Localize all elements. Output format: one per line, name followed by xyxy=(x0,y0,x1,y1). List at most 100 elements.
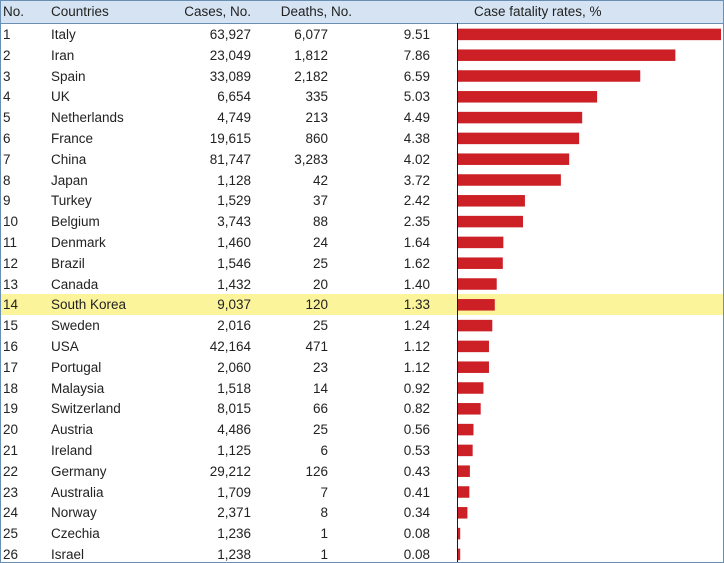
country-name: Switzerland xyxy=(51,401,121,417)
table-row: 13 Canada 1,432 20 1.40 xyxy=(1,274,723,295)
fatality-rate: 4.38 xyxy=(403,131,430,146)
header-deaths: Deaths, No. xyxy=(280,4,352,19)
country-name: Turkey xyxy=(51,193,92,209)
deaths-count: 1,812 xyxy=(294,47,328,63)
table-row: 20 Austria 4,486 25 0.56 xyxy=(1,419,723,440)
country-name: Sweden xyxy=(51,318,100,334)
fatality-rate: 0.56 xyxy=(403,422,430,438)
country-name: Brazil xyxy=(51,255,85,271)
country-name: China xyxy=(51,151,87,167)
country-name: France xyxy=(51,131,94,146)
table-row: 15 Sweden 2,016 25 1.24 xyxy=(1,315,723,336)
cases-count: 2,060 xyxy=(217,359,251,375)
deaths-count: 2,182 xyxy=(294,68,328,84)
row-number: 13 xyxy=(3,276,19,292)
table-row: 9 Turkey 1,529 37 2.42 xyxy=(1,190,723,211)
table-row: 2 Iran 23,049 1,812 7.86 xyxy=(1,45,723,66)
deaths-count: 37 xyxy=(312,193,328,209)
deaths-count: 25 xyxy=(312,318,328,334)
deaths-count: 88 xyxy=(312,214,328,230)
deaths-count: 20 xyxy=(312,276,328,292)
cases-count: 1,432 xyxy=(217,276,251,292)
deaths-count: 471 xyxy=(305,339,328,354)
country-name: South Korea xyxy=(51,297,127,313)
table-row: 10 Belgium 3,743 88 2.35 xyxy=(1,211,723,232)
cases-count: 33,089 xyxy=(209,68,251,84)
fatality-rate: 0.41 xyxy=(403,484,430,500)
row-number: 23 xyxy=(3,484,19,500)
fatality-rate: 5.03 xyxy=(403,89,430,105)
chart-axis-line xyxy=(457,23,458,562)
row-number: 10 xyxy=(3,214,19,230)
deaths-count: 335 xyxy=(305,89,328,105)
country-name: Spain xyxy=(51,68,86,84)
fatality-rate: 1.12 xyxy=(403,359,430,375)
table-row: 7 China 81,747 3,283 4.02 xyxy=(1,149,723,170)
header-cases: Cases, No. xyxy=(184,4,251,19)
deaths-count: 25 xyxy=(312,422,328,438)
fatality-rate: 0.08 xyxy=(403,526,430,542)
table-row: 18 Malaysia 1,518 14 0.92 xyxy=(1,378,723,399)
cases-count: 29,212 xyxy=(209,463,251,479)
country-name: Iran xyxy=(51,47,75,63)
deaths-count: 860 xyxy=(305,131,328,146)
table-row: 16 USA 42,164 471 1.12 xyxy=(1,336,723,357)
row-number: 7 xyxy=(3,151,11,167)
cases-count: 1,125 xyxy=(217,443,251,458)
deaths-count: 120 xyxy=(305,297,328,313)
table-row: 4 UK 6,654 335 5.03 xyxy=(1,86,723,107)
deaths-count: 6 xyxy=(320,443,328,458)
cases-count: 2,016 xyxy=(217,318,251,334)
deaths-count: 42 xyxy=(312,172,328,188)
row-number: 3 xyxy=(3,68,11,84)
row-number: 25 xyxy=(3,526,19,542)
deaths-count: 1 xyxy=(320,547,328,562)
row-number: 9 xyxy=(3,193,11,209)
cases-count: 3,743 xyxy=(217,214,251,230)
header-case-fatality-rates: Case fatality rates, % xyxy=(474,4,602,19)
fatality-rate: 2.35 xyxy=(403,214,430,230)
row-number: 17 xyxy=(3,359,19,375)
deaths-count: 1 xyxy=(320,526,328,542)
country-name: Canada xyxy=(51,276,99,292)
cases-count: 63,927 xyxy=(209,27,251,42)
country-name: Czechia xyxy=(51,526,100,542)
table-row: 26 Israel 1,238 1 0.08 xyxy=(1,544,723,562)
cases-count: 42,164 xyxy=(209,339,251,354)
cases-count: 8,015 xyxy=(217,401,251,417)
cases-count: 1,460 xyxy=(217,235,251,250)
cases-count: 6,654 xyxy=(217,89,251,105)
header-countries: Countries xyxy=(51,4,109,19)
row-number: 22 xyxy=(3,463,19,479)
country-name: Netherlands xyxy=(51,110,124,126)
table-row: 12 Brazil 1,546 25 1.62 xyxy=(1,253,723,274)
row-number: 16 xyxy=(3,339,19,354)
fatality-rate: 0.08 xyxy=(403,547,430,562)
fatality-rate: 0.82 xyxy=(403,401,430,417)
deaths-count: 14 xyxy=(312,380,328,396)
country-name: Portugal xyxy=(51,359,102,375)
country-name: Germany xyxy=(51,463,107,479)
fatality-rate: 0.34 xyxy=(403,505,430,521)
row-number: 24 xyxy=(3,505,19,521)
deaths-count: 6,077 xyxy=(294,27,328,42)
cases-count: 23,049 xyxy=(209,47,251,63)
fatality-rate: 1.40 xyxy=(403,276,430,292)
cases-count: 1,128 xyxy=(217,172,251,188)
table-row: 17 Portugal 2,060 23 1.12 xyxy=(1,357,723,378)
fatality-rate: 6.59 xyxy=(403,68,430,84)
cases-count: 19,615 xyxy=(209,131,251,146)
country-name: Norway xyxy=(51,505,97,521)
row-number: 19 xyxy=(3,401,19,417)
fatality-rate: 0.43 xyxy=(403,463,430,479)
row-number: 26 xyxy=(3,547,19,562)
table-row: 14 South Korea 9,037 120 1.33 xyxy=(1,294,723,316)
table-row: 24 Norway 2,371 8 0.34 xyxy=(1,502,723,523)
fatality-rate: 1.33 xyxy=(403,297,430,313)
fatality-rate: 3.72 xyxy=(403,172,430,188)
fatality-rate: 0.92 xyxy=(403,380,430,396)
deaths-count: 7 xyxy=(320,484,328,500)
row-number: 20 xyxy=(3,422,19,438)
row-number: 1 xyxy=(3,27,11,42)
